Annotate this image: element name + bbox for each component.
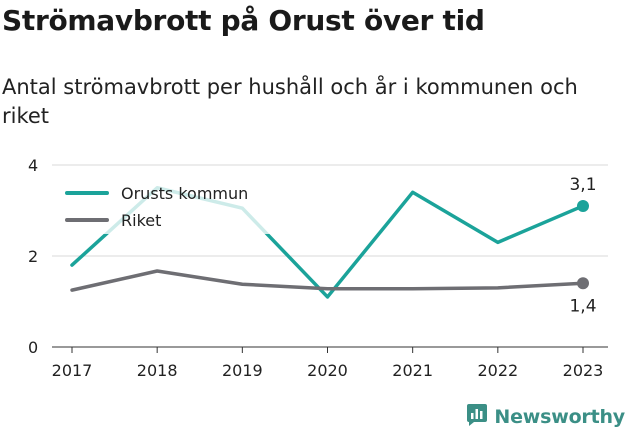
x-tick-label: 2019: [222, 361, 263, 380]
y-tick-label: 4: [28, 156, 38, 175]
end-label-orust: 3,1: [569, 175, 596, 195]
x-tick-label: 2023: [563, 361, 604, 380]
chart-subtitle: Antal strömavbrott per hushåll och år i …: [2, 75, 578, 128]
end-label-riket: 1,4: [569, 296, 596, 316]
x-tick-label: 2021: [392, 361, 433, 380]
series-line-riket: [70, 269, 585, 292]
x-tick-label: 2022: [477, 361, 518, 380]
chart-title: Strömavbrott på Orust över tid: [2, 4, 485, 37]
x-tick-label: 2017: [52, 361, 93, 380]
y-tick-label: 2: [28, 247, 38, 266]
end-point-riket: [577, 277, 589, 290]
y-tick-label: 0: [28, 338, 38, 357]
brand-logo: Newsworthy: [466, 403, 625, 431]
x-tick-label: 2018: [137, 361, 178, 380]
legend-label-orust: Orusts kommun: [121, 184, 248, 203]
legend-background: [60, 178, 272, 234]
bar-chart-logo-icon: [466, 403, 488, 431]
x-tick-label: 2020: [307, 361, 348, 380]
legend-label-riket: Riket: [121, 211, 161, 230]
brand-name: Newsworthy: [494, 406, 625, 428]
end-point-orust: [577, 199, 589, 212]
